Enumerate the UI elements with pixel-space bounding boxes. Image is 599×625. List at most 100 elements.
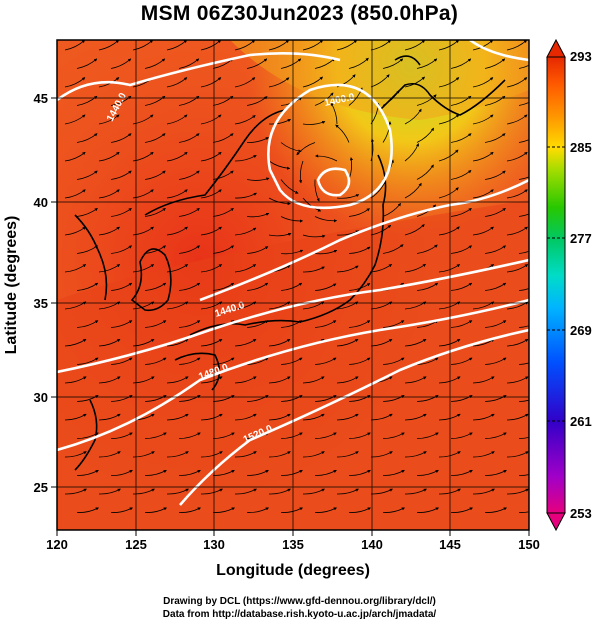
colorbar-tick-277: 277 — [570, 231, 592, 246]
streamline — [506, 264, 529, 273]
streamline — [416, 357, 439, 365]
streamline — [438, 187, 459, 199]
streamline — [212, 282, 235, 291]
streamline — [64, 413, 87, 421]
streamline — [110, 320, 133, 328]
streamline — [370, 40, 392, 51]
streamline — [382, 320, 405, 328]
streamline — [416, 395, 439, 402]
streamline — [314, 320, 337, 328]
streamline — [64, 40, 86, 51]
streamline — [166, 40, 188, 51]
streamline — [98, 226, 120, 236]
streamline — [268, 160, 291, 170]
streamline — [64, 189, 86, 199]
streamline — [98, 488, 121, 495]
streamline — [518, 474, 529, 476]
streamline — [110, 170, 132, 180]
streamline — [484, 133, 506, 143]
streamline — [302, 40, 324, 51]
streamline — [416, 432, 439, 439]
streamline — [518, 325, 529, 328]
streamline — [370, 224, 392, 236]
streamline — [348, 432, 371, 439]
streamline — [472, 226, 494, 236]
streamline — [144, 507, 167, 513]
streamline — [472, 376, 495, 384]
streamline — [166, 151, 188, 162]
streamline — [76, 320, 99, 328]
streamline — [166, 264, 189, 273]
x-tick-145: 145 — [439, 537, 461, 552]
streamline — [450, 170, 472, 180]
streamline — [404, 413, 427, 421]
streamline — [484, 320, 507, 328]
streamline — [144, 95, 166, 106]
x-tick-150: 150 — [518, 537, 540, 552]
streamline — [110, 58, 132, 69]
streamline — [416, 164, 434, 180]
streamline — [144, 282, 167, 291]
streamline — [178, 357, 201, 365]
streamline — [212, 507, 235, 513]
streamline — [200, 226, 222, 236]
streamline — [404, 143, 419, 162]
y-tick-30: 30 — [34, 390, 48, 405]
streamline — [212, 245, 235, 254]
streamline — [246, 469, 269, 476]
streamline — [484, 245, 507, 254]
streamline — [166, 376, 189, 384]
streamline — [268, 338, 291, 347]
streamline — [506, 413, 529, 421]
streamline — [484, 357, 507, 365]
streamline — [132, 114, 154, 125]
streamline — [336, 488, 359, 495]
streamline — [234, 154, 257, 162]
streamline — [506, 451, 529, 458]
streamline — [144, 133, 166, 143]
streamline — [518, 288, 529, 291]
streamline — [314, 92, 334, 106]
streamline — [178, 58, 200, 69]
streamline — [450, 95, 472, 106]
streamline — [336, 413, 359, 421]
streamline — [518, 139, 529, 143]
streamline — [336, 451, 359, 458]
streamline — [234, 338, 257, 347]
streamline — [484, 95, 506, 106]
streamline — [76, 95, 98, 106]
streamline — [178, 170, 200, 180]
streamline — [404, 224, 425, 236]
streamline — [268, 451, 291, 458]
streamline — [302, 413, 325, 421]
y-axis-tick-labels: 25 30 35 40 45 — [34, 91, 48, 495]
streamline — [132, 376, 155, 384]
y-tick-45: 45 — [34, 91, 48, 106]
streamline — [200, 151, 222, 162]
streamline — [166, 77, 188, 88]
streamline — [98, 77, 120, 88]
streamline — [314, 395, 337, 402]
streamline — [416, 127, 434, 143]
streamline — [336, 194, 360, 199]
colorbar-tick-285: 285 — [570, 140, 592, 155]
streamline — [64, 338, 87, 347]
streamline — [302, 76, 323, 88]
streamline — [246, 395, 269, 402]
contour-line-1440-west — [57, 52, 341, 102]
contour-line-1520 — [179, 328, 529, 506]
streamline — [166, 413, 189, 421]
streamline — [64, 151, 86, 162]
streamline — [382, 58, 404, 69]
streamline — [144, 320, 167, 328]
streamline — [110, 507, 133, 513]
streamline — [438, 149, 459, 162]
streamline — [296, 142, 316, 156]
contour-line-1480 — [57, 298, 529, 452]
streamline — [404, 40, 426, 51]
streamline — [506, 114, 528, 125]
x-axis-ticks — [56, 530, 530, 536]
streamline — [450, 469, 473, 476]
streamline — [330, 102, 338, 125]
streamline — [268, 40, 290, 51]
